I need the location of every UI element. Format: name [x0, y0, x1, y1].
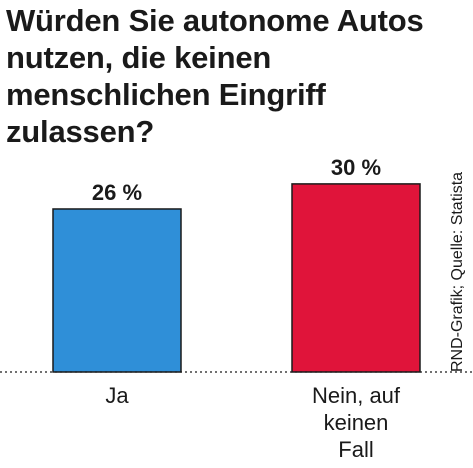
category-label: Ja [105, 383, 129, 408]
category-label: Nein, auf keinen Fall [312, 383, 401, 462]
value-label: 26 % [92, 180, 142, 205]
chart-title: Würden Sie autonome Autos nutzen, die ke… [6, 3, 424, 149]
bar-ja [52, 208, 182, 373]
value-label: 30 % [331, 155, 381, 180]
bar-nein [291, 183, 421, 373]
